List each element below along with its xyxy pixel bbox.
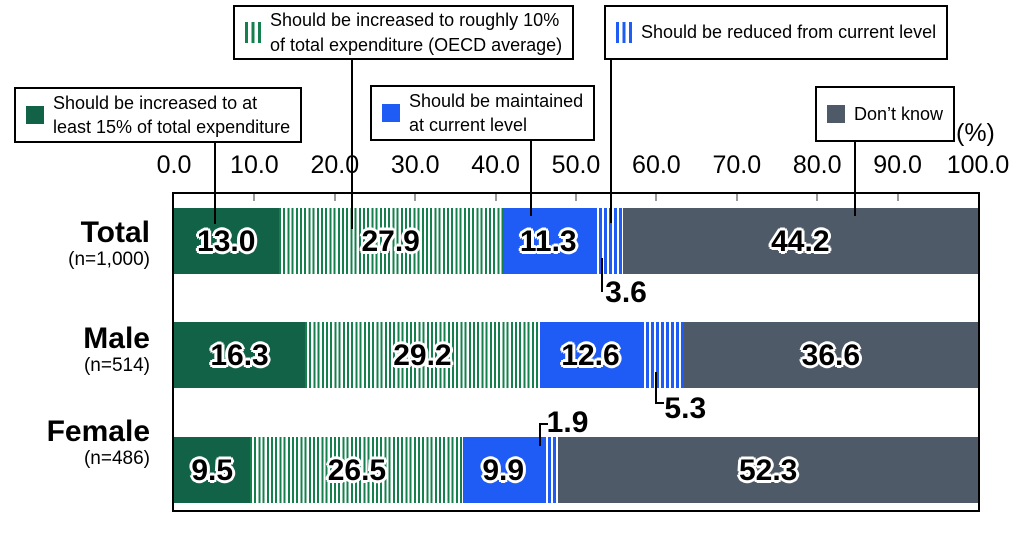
value-label: 1.9 <box>546 406 589 439</box>
value-label: 52.3 <box>738 454 798 487</box>
solid-green-swatch-icon <box>26 106 44 124</box>
value-callout-line <box>655 402 665 404</box>
legend-label: Should be reduced from current level <box>641 22 937 43</box>
solid-gray-swatch-icon <box>827 105 845 123</box>
x-axis-tick-label: 10.0 <box>230 151 279 179</box>
legend-increase-10-oecd: Should be increased to roughly 10% of to… <box>233 5 575 60</box>
value-label: 44.2 <box>771 225 830 258</box>
striped-blue-swatch-icon <box>616 22 632 43</box>
value-label: 26.5 <box>327 454 387 487</box>
legend-increase-15: Should be increased to at least 15% of t… <box>14 87 303 143</box>
legend-reduce: Should be reduced from current level <box>604 5 949 60</box>
bar-segment <box>502 208 594 274</box>
legend-label: Don’t know <box>854 103 944 124</box>
plot-frame <box>172 192 980 512</box>
legend-label: Should be increased to roughly 10% of to… <box>270 10 563 55</box>
value-label: 9.9 <box>482 454 525 487</box>
value-label: 9.5 <box>191 454 234 487</box>
striped-green-swatch-icon <box>245 22 261 43</box>
value-label: 11.3 <box>519 225 577 258</box>
x-axis-tick-label: 100.0 <box>946 151 1010 179</box>
value-callout-line <box>601 258 604 292</box>
category-name: Total <box>80 216 150 249</box>
legend-callout-line-increase-10 <box>351 58 353 229</box>
x-axis-tick-label: 80.0 <box>792 151 842 179</box>
legend-callout-line-maintain <box>530 139 532 216</box>
x-axis-tick-label: 30.0 <box>390 151 440 179</box>
bar-segment <box>174 437 251 503</box>
legend-label: Should be increased to at least 15% of t… <box>53 92 291 137</box>
category-sublabel: (n=1,000) <box>68 248 150 270</box>
bar-segment <box>305 322 540 388</box>
category-label-male: Male (n=514) <box>0 323 150 376</box>
value-label: 3.6 <box>605 276 647 309</box>
value-label: 27.9 <box>361 225 420 258</box>
value-label: 29.2 <box>393 339 452 372</box>
percent-unit-label: (%) <box>956 119 995 147</box>
bar-segment <box>174 322 306 388</box>
bar-segment <box>278 208 503 274</box>
value-label: 5.3 <box>664 392 707 425</box>
axis-tick-mark <box>333 194 336 201</box>
bar-segment <box>543 437 559 503</box>
value-label: 36.6 <box>801 339 861 372</box>
category-sublabel: (n=514) <box>83 354 150 376</box>
legend-dont-know: Don’t know <box>815 86 956 142</box>
bar-segment <box>558 437 978 503</box>
x-axis-tick-label: 40.0 <box>471 151 520 179</box>
value-callout-line <box>538 423 548 425</box>
category-label-total: Total (n=1,000) <box>0 217 150 270</box>
solid-blue-swatch-icon <box>382 104 400 122</box>
legend-maintain: Should be maintained at current level <box>370 85 596 141</box>
bar-segment <box>641 322 684 388</box>
legend-label: Should be maintained at current level <box>409 90 584 135</box>
category-label-female: Female (n=486) <box>0 416 150 469</box>
axis-tick-mark <box>735 194 738 201</box>
bar-segment <box>539 322 642 388</box>
bar-segment <box>174 208 279 274</box>
category-name: Male <box>83 322 150 355</box>
x-axis-tick-label: 90.0 <box>873 151 922 179</box>
value-label: 12.6 <box>561 339 620 372</box>
x-axis-tick-label: 70.0 <box>712 151 762 179</box>
legend-callout-line-increase-15 <box>214 141 216 224</box>
value-callout-line <box>538 423 541 446</box>
axis-tick-mark <box>414 194 417 201</box>
x-axis-tick-label: 60.0 <box>632 151 681 179</box>
bar-segment <box>463 437 544 503</box>
axis-tick-mark <box>575 194 577 201</box>
bar-segment <box>683 322 978 388</box>
category-sublabel: (n=486) <box>83 447 150 469</box>
axis-tick-mark <box>816 194 819 201</box>
x-axis-tick-label: 0.0 <box>156 151 192 179</box>
axis-tick-mark <box>896 194 899 201</box>
bar-segment <box>622 208 978 274</box>
value-label: 13.0 <box>197 225 256 258</box>
legend-callout-line-dont-know <box>854 140 856 216</box>
value-label: 16.3 <box>210 339 269 372</box>
bar-segment <box>593 208 623 274</box>
axis-tick-mark <box>655 194 658 201</box>
axis-tick-mark <box>253 194 256 201</box>
bar-segment <box>250 437 464 503</box>
x-axis-tick-label: 50.0 <box>551 151 601 179</box>
value-callout-line <box>655 372 658 404</box>
legend-callout-line-reduce <box>610 58 612 223</box>
category-name: Female <box>46 415 150 448</box>
axis-tick-mark <box>494 194 497 201</box>
